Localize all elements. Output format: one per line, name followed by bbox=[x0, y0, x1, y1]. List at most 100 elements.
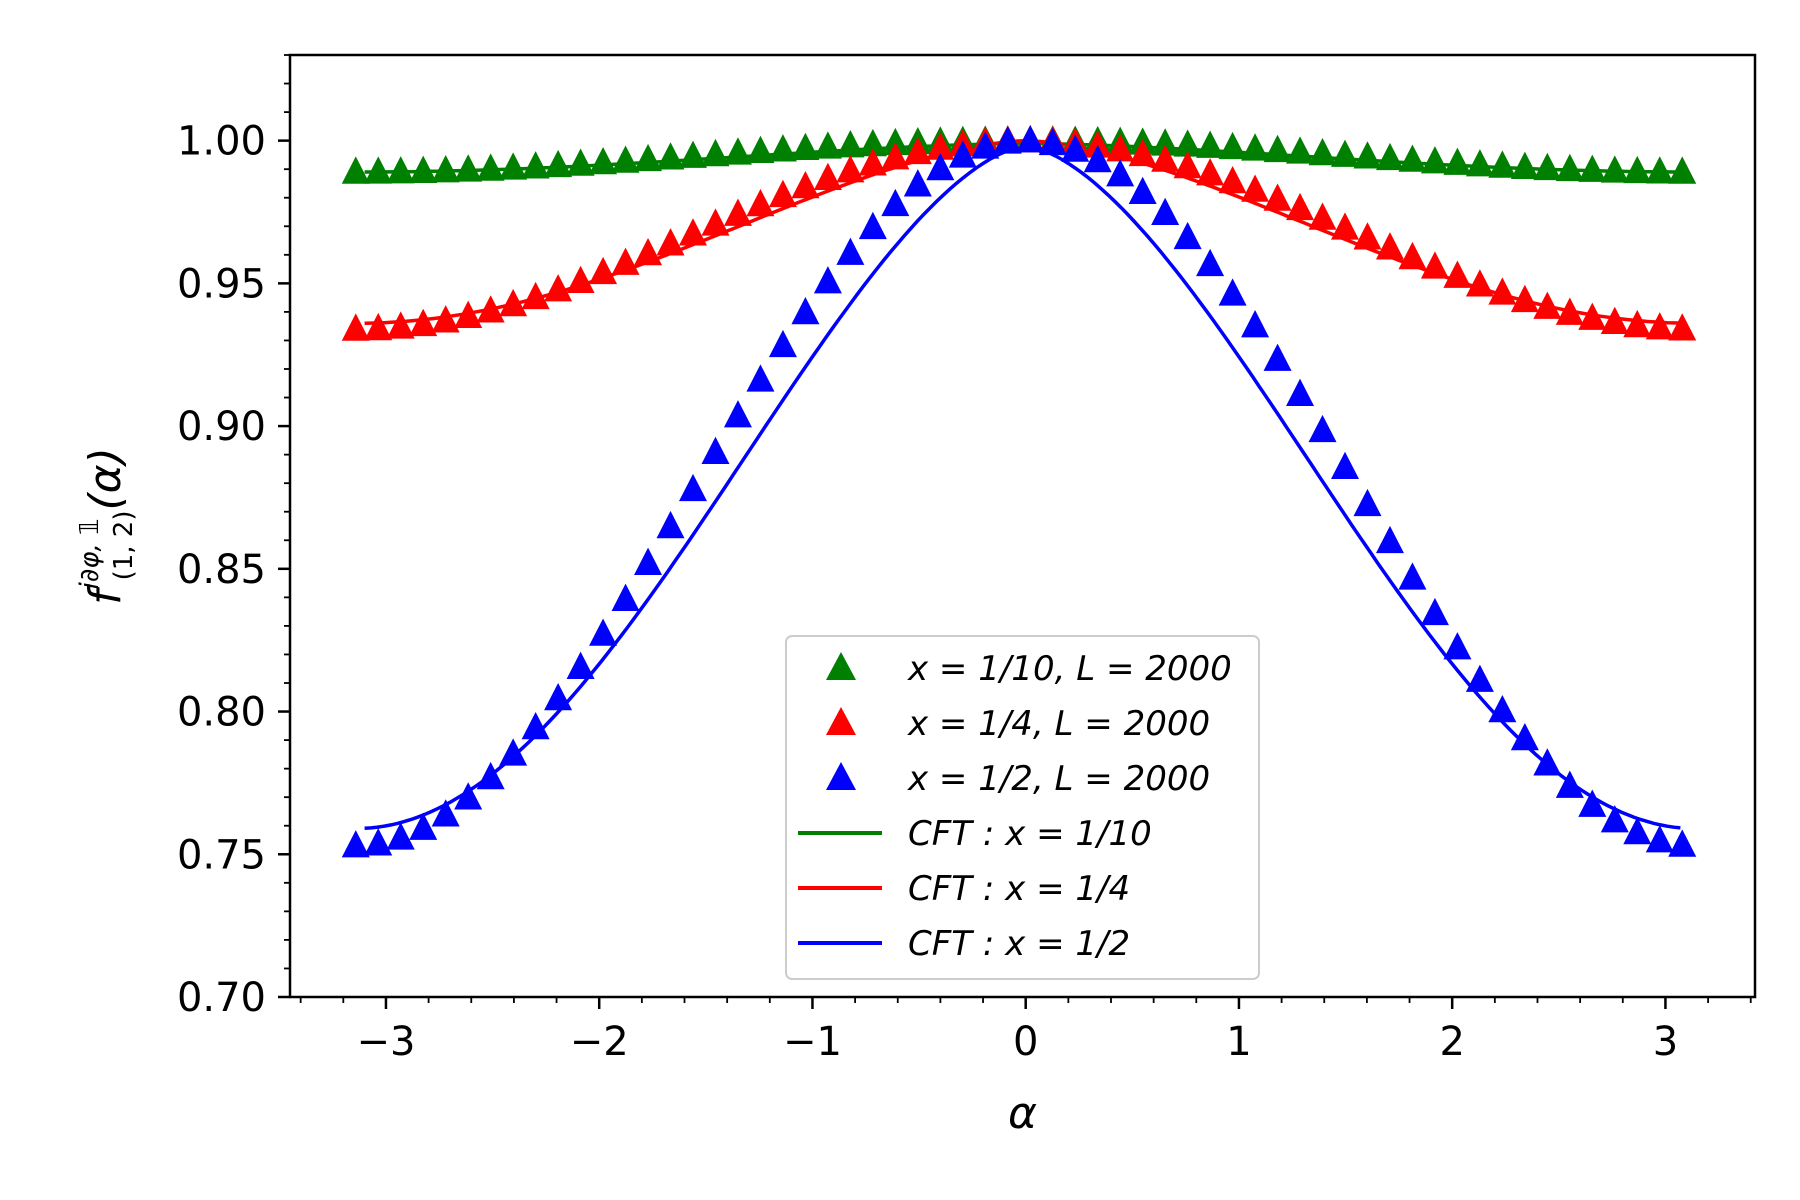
data-point bbox=[1533, 291, 1562, 319]
data-point bbox=[1623, 309, 1652, 338]
data-point bbox=[1578, 302, 1607, 330]
data-point bbox=[1398, 562, 1427, 590]
data-point bbox=[454, 154, 483, 182]
data-point bbox=[521, 151, 550, 179]
data-point bbox=[836, 237, 865, 265]
y-tick-label: 0.90 bbox=[177, 404, 266, 450]
data-point bbox=[611, 583, 640, 611]
data-point bbox=[544, 682, 573, 711]
data-point bbox=[746, 364, 775, 392]
y-label-argument: (α) bbox=[80, 447, 131, 510]
data-point bbox=[566, 651, 595, 679]
axes-frame bbox=[288, 53, 1757, 999]
data-point bbox=[1375, 525, 1404, 554]
x-axis-label: α bbox=[1008, 1088, 1037, 1139]
data-point bbox=[1061, 134, 1090, 162]
data-point bbox=[858, 128, 887, 157]
data-point bbox=[903, 136, 932, 165]
data-point bbox=[679, 140, 708, 168]
data-point bbox=[1308, 414, 1337, 443]
y-tick-label: 0.80 bbox=[177, 690, 266, 736]
data-point bbox=[926, 152, 955, 181]
x-tick-label: 3 bbox=[1653, 1019, 1678, 1065]
data-point bbox=[836, 130, 865, 158]
data-point bbox=[1465, 269, 1494, 297]
data-point bbox=[409, 155, 438, 183]
data-point bbox=[656, 228, 685, 256]
data-point bbox=[1555, 153, 1584, 182]
legend-box bbox=[785, 635, 1260, 980]
legend: x = 1/10, L = 2000 x = 1/4, L = 2000 x = 1… bbox=[785, 635, 1260, 980]
data-point bbox=[1555, 297, 1584, 325]
data-point bbox=[1331, 139, 1360, 167]
legend-marker bbox=[826, 652, 856, 680]
data-point bbox=[679, 218, 708, 246]
data-point bbox=[1151, 197, 1180, 226]
legend-marker bbox=[826, 707, 856, 735]
data-point bbox=[409, 812, 438, 840]
data-point bbox=[454, 782, 483, 810]
data-point bbox=[701, 208, 730, 236]
data-point bbox=[1465, 149, 1494, 177]
plot-area bbox=[288, 53, 1757, 999]
data-point bbox=[1286, 136, 1315, 164]
data-point bbox=[1331, 212, 1360, 240]
data-point bbox=[499, 738, 528, 766]
data-point bbox=[881, 127, 910, 156]
data-point bbox=[1645, 825, 1674, 853]
data-point bbox=[544, 149, 573, 178]
data-point bbox=[903, 169, 932, 197]
data-point bbox=[701, 138, 730, 167]
data-point bbox=[1353, 141, 1382, 169]
data-point bbox=[1241, 310, 1270, 338]
x-tick-label: 2 bbox=[1439, 1019, 1464, 1065]
data-point bbox=[386, 156, 415, 184]
data-point bbox=[589, 256, 618, 285]
data-point bbox=[1510, 722, 1539, 751]
legend-label: x = 1/4, L = 2000 bbox=[907, 704, 1210, 744]
data-point bbox=[1218, 131, 1247, 160]
data-point bbox=[1600, 805, 1629, 833]
data-point bbox=[364, 312, 393, 341]
data-point bbox=[1555, 770, 1584, 798]
data-point bbox=[1173, 150, 1202, 179]
data-point bbox=[1533, 748, 1562, 776]
data-point bbox=[589, 618, 618, 646]
data-point bbox=[1106, 134, 1135, 162]
data-point bbox=[431, 155, 460, 183]
data-point bbox=[881, 142, 910, 170]
data-point bbox=[768, 329, 797, 358]
x-tick-label: 1 bbox=[1226, 1019, 1251, 1065]
data-point bbox=[634, 547, 663, 575]
data-point bbox=[386, 822, 415, 850]
data-point bbox=[1420, 146, 1449, 174]
data-point bbox=[1286, 192, 1315, 221]
data-point bbox=[1128, 138, 1157, 167]
data-point bbox=[1353, 222, 1382, 250]
data-point bbox=[1151, 128, 1180, 156]
data-point bbox=[791, 132, 820, 160]
data-point bbox=[1241, 174, 1270, 202]
data-point bbox=[1668, 829, 1697, 857]
data-point bbox=[723, 400, 752, 428]
data-point bbox=[476, 761, 505, 790]
data-point bbox=[1668, 313, 1697, 341]
data-point bbox=[679, 473, 708, 502]
data-point bbox=[364, 828, 393, 856]
data-point bbox=[1375, 142, 1404, 171]
y-tick-label: 0.85 bbox=[177, 547, 266, 593]
data-point bbox=[611, 145, 640, 173]
data-point bbox=[1308, 137, 1337, 166]
data-point bbox=[544, 274, 573, 302]
legend-label: CFT : x = 1/4 bbox=[908, 869, 1130, 909]
data-point bbox=[1241, 133, 1270, 161]
legend-label: CFT : x = 1/10 bbox=[908, 814, 1152, 854]
y-label-subscript: (1, 2) bbox=[109, 511, 139, 581]
data-point bbox=[634, 143, 663, 172]
data-point bbox=[948, 140, 977, 168]
data-point bbox=[1510, 284, 1539, 313]
y-tick-label: 1.00 bbox=[177, 119, 266, 165]
data-point bbox=[566, 148, 595, 176]
data-point bbox=[1128, 176, 1157, 205]
data-point bbox=[431, 305, 460, 333]
